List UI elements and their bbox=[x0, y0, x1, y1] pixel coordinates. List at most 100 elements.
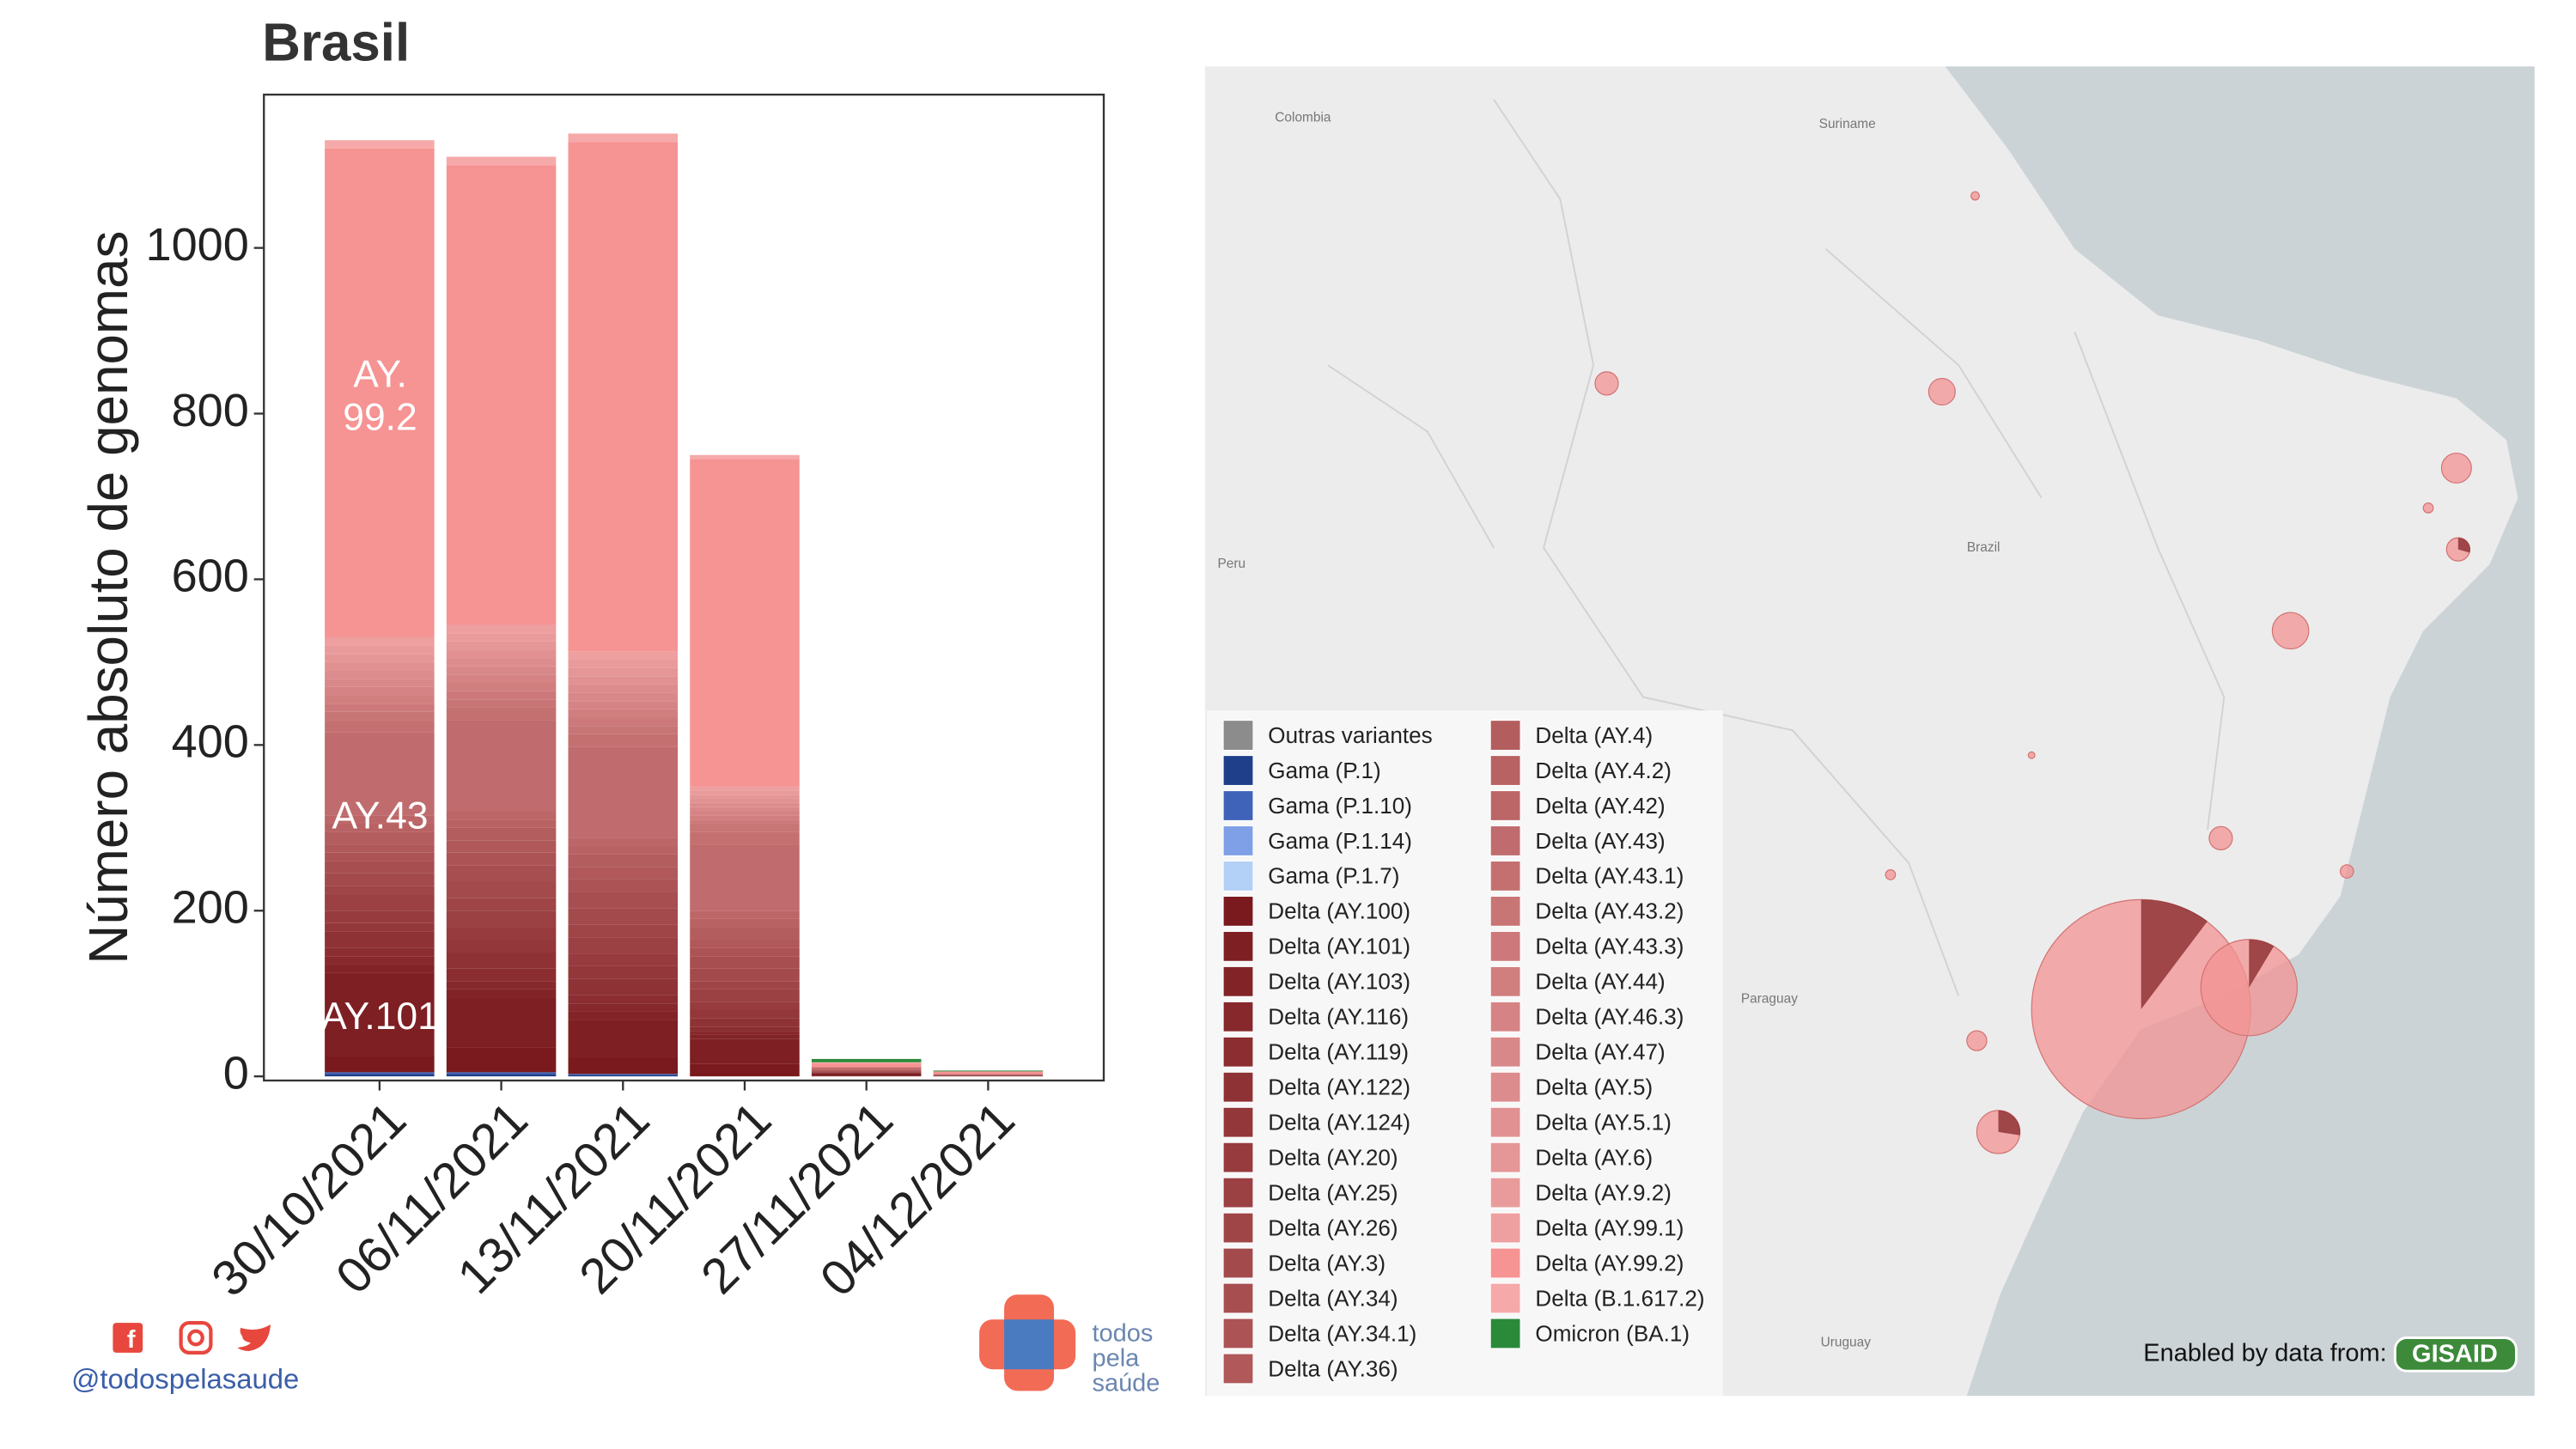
map-borders bbox=[1327, 99, 2226, 996]
bar-segment bbox=[325, 636, 435, 646]
annotation: AY. 99.2 bbox=[343, 351, 417, 439]
legend-swatch bbox=[1489, 930, 1521, 962]
twitter-icon bbox=[237, 1324, 271, 1351]
legend-swatch bbox=[1222, 1247, 1254, 1279]
facebook-glyph: f bbox=[127, 1326, 136, 1354]
bar-segment bbox=[325, 645, 435, 654]
bar-segment bbox=[811, 1062, 922, 1063]
legend-label: Delta (AY.99.2) bbox=[1535, 1250, 1684, 1275]
bar-segment bbox=[325, 695, 435, 704]
bar-segment bbox=[325, 886, 435, 894]
legend-label: Gama (P.1) bbox=[1268, 758, 1380, 783]
y-tick-label: 400 bbox=[172, 716, 249, 768]
bar-segment bbox=[690, 807, 800, 812]
bar-segment bbox=[446, 649, 557, 659]
bar-segment bbox=[446, 641, 557, 650]
bar-segment bbox=[446, 827, 557, 841]
map-label: Paraguay bbox=[1741, 991, 1798, 1006]
attribution-text: Enabled by data from: bbox=[2143, 1339, 2386, 1367]
bar-segment bbox=[446, 683, 557, 691]
legend-swatch bbox=[1489, 1247, 1521, 1279]
bar-segment bbox=[690, 956, 800, 969]
bar-segment bbox=[690, 947, 800, 957]
bar-segment bbox=[690, 1018, 800, 1027]
bar-segment bbox=[446, 865, 557, 882]
legend-label: Delta (AY.43.1) bbox=[1535, 863, 1684, 889]
bar-segment bbox=[446, 927, 557, 941]
map-labels: Colombia Suriname Peru Brazil Paraguay U… bbox=[1217, 110, 2000, 1349]
bar-segment bbox=[446, 997, 557, 1048]
bar-segment bbox=[690, 918, 800, 928]
bar-segment bbox=[690, 815, 800, 820]
legend-swatch bbox=[1222, 930, 1254, 962]
legend-swatch bbox=[1489, 1177, 1521, 1209]
bar-segment bbox=[690, 1063, 800, 1077]
bar-segment bbox=[568, 892, 679, 909]
legend-swatch bbox=[1489, 1282, 1521, 1314]
map-label: Peru bbox=[1217, 557, 1245, 571]
bar-segment bbox=[325, 972, 435, 1056]
bar-segment bbox=[446, 165, 557, 625]
bar-segment bbox=[690, 454, 800, 460]
facebook-icon bbox=[113, 1323, 143, 1353]
bar-segment bbox=[690, 940, 800, 948]
legend-label: Delta (AY.99.1) bbox=[1535, 1215, 1684, 1240]
bar-segment bbox=[325, 964, 435, 973]
bar-segment bbox=[690, 802, 800, 807]
bar-segment bbox=[446, 881, 557, 898]
legend-label: Delta (AY.26) bbox=[1268, 1215, 1398, 1240]
bar-segment bbox=[446, 898, 557, 911]
legend-swatch bbox=[1222, 720, 1254, 751]
bar-segment bbox=[568, 142, 679, 652]
bar-segment bbox=[446, 699, 557, 708]
bar-segment bbox=[568, 726, 679, 734]
legend-swatch bbox=[1489, 1001, 1521, 1032]
bar-segment bbox=[446, 707, 557, 721]
legend-label: Delta (AY.36) bbox=[1268, 1355, 1398, 1381]
map-label: Brazil bbox=[1967, 540, 2001, 555]
bar-segment bbox=[446, 1047, 557, 1073]
annotation: AY.43 bbox=[332, 795, 428, 837]
legend-label: Delta (AY.43.2) bbox=[1535, 898, 1684, 924]
logo-text: pela bbox=[1092, 1344, 1140, 1372]
bar-segment bbox=[568, 1011, 679, 1020]
legend-swatch bbox=[1222, 1282, 1254, 1314]
bar-segment bbox=[325, 703, 435, 712]
legend-swatch bbox=[1489, 755, 1521, 786]
bar-segment bbox=[568, 937, 679, 954]
bar-segment bbox=[446, 1074, 557, 1077]
bar-segment bbox=[811, 1070, 922, 1072]
legend-label: Delta (AY.34.1) bbox=[1268, 1320, 1416, 1346]
bar-segment bbox=[446, 940, 557, 953]
bar-segment bbox=[690, 1031, 800, 1035]
bar-segment bbox=[933, 1070, 1044, 1072]
bar-segment bbox=[446, 952, 557, 969]
bar-segment bbox=[568, 709, 679, 718]
legend-swatch bbox=[1489, 825, 1521, 856]
bar-segment bbox=[446, 910, 557, 928]
bar-segment bbox=[568, 701, 679, 709]
legend-label: Delta (AY.103) bbox=[1268, 969, 1410, 995]
legend-label: Delta (AY.5.1) bbox=[1535, 1110, 1671, 1135]
legend-label: Delta (AY.43) bbox=[1535, 828, 1665, 854]
bar-segment bbox=[325, 922, 435, 932]
legend-swatch bbox=[1489, 790, 1521, 821]
legend-label: Delta (AY.101) bbox=[1268, 934, 1410, 959]
legend-swatch bbox=[1489, 1318, 1521, 1349]
bar-segment bbox=[325, 861, 435, 874]
bar-segment bbox=[568, 1056, 679, 1075]
legend-label: Delta (AY.34) bbox=[1268, 1285, 1398, 1311]
bar-segment bbox=[690, 968, 800, 982]
map: Colombia Suriname Peru Brazil Paraguay U… bbox=[1204, 66, 2535, 1397]
bar-segment bbox=[446, 624, 557, 634]
bar-segment bbox=[568, 1074, 679, 1075]
bar-segment bbox=[325, 931, 435, 948]
legend-swatch bbox=[1222, 1001, 1254, 1032]
legend-label: Delta (AY.5) bbox=[1535, 1075, 1653, 1100]
bar-segment bbox=[568, 965, 679, 979]
bar-segment bbox=[690, 459, 800, 787]
bar-segment bbox=[325, 140, 435, 149]
bar-segment bbox=[325, 956, 435, 965]
legend: Outras variantes Gama (P.1) Gama (P.1.10) G… bbox=[1222, 720, 1705, 1385]
